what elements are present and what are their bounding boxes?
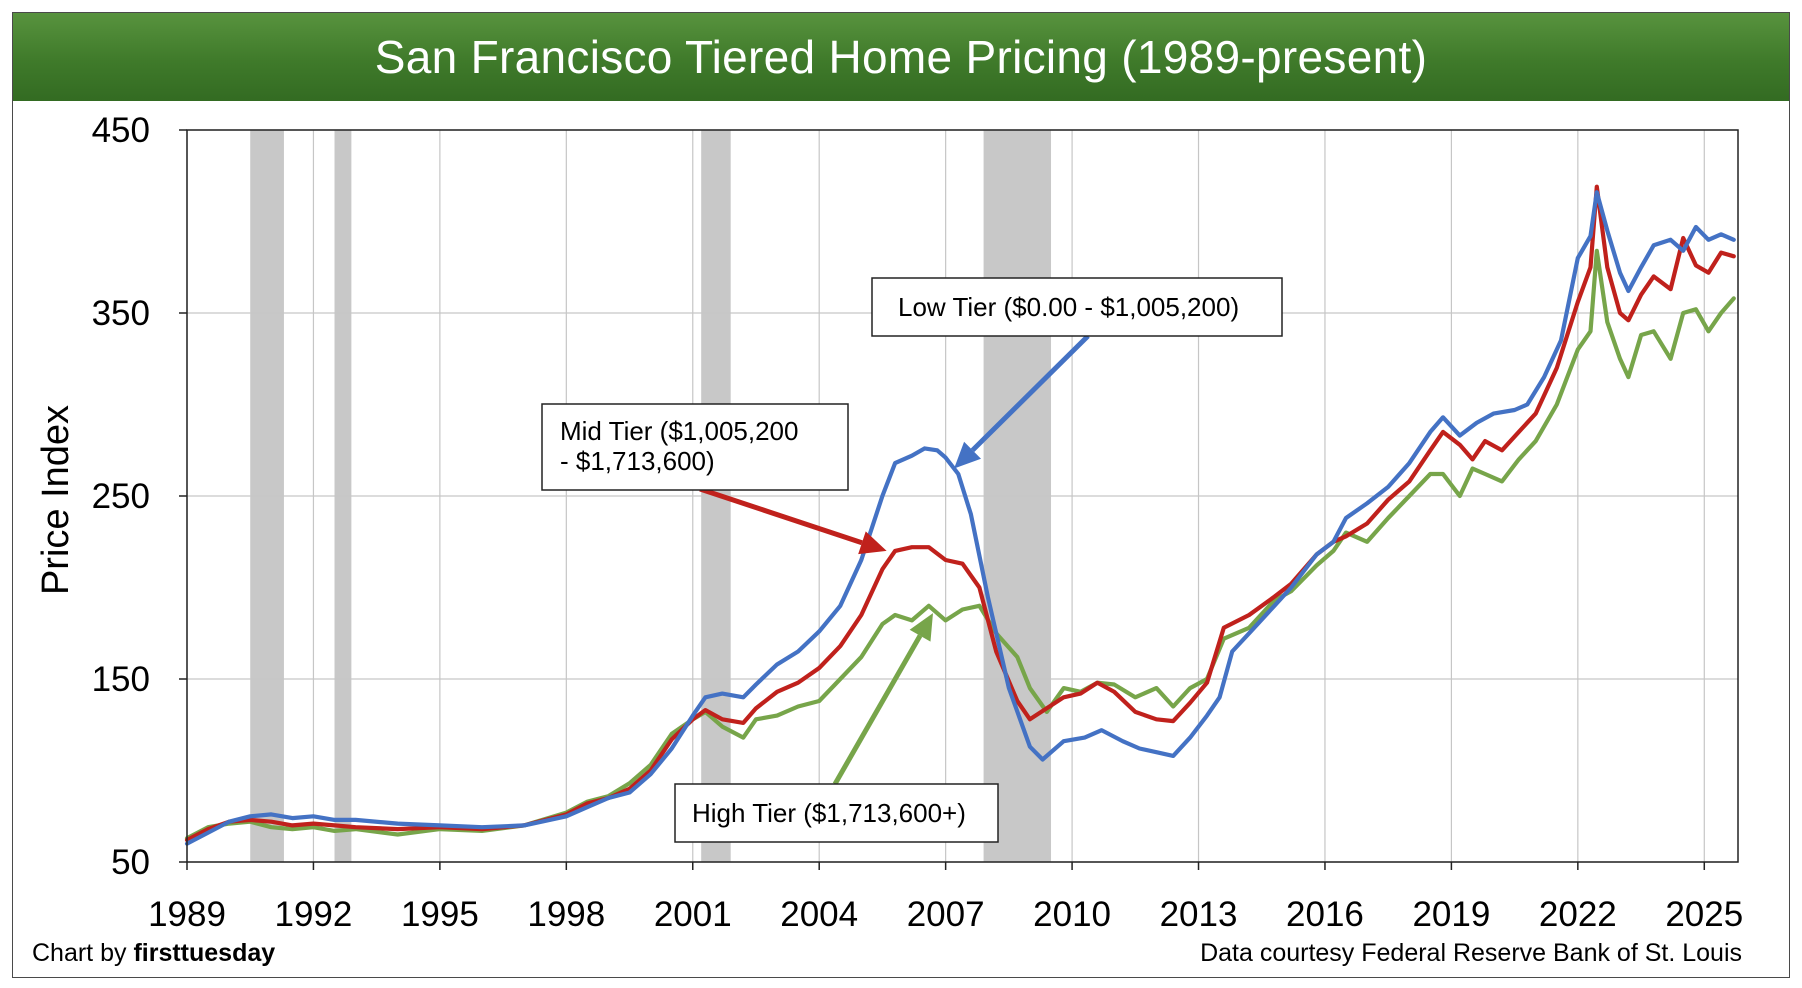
x-tick-label: 2019 — [1412, 895, 1490, 934]
chart-title: San Francisco Tiered Home Pricing (1989-… — [374, 31, 1428, 83]
axes — [179, 129, 1739, 870]
annotation-arrowhead — [858, 531, 887, 555]
annotation-arrow-shaft — [970, 334, 1090, 453]
x-tick-label: 2004 — [780, 895, 858, 934]
x-tick-label: 2016 — [1286, 895, 1364, 934]
series-lines — [184, 184, 1736, 846]
annotations: Low Tier ($0.00 - $1,005,200) Mid Tier ($… — [541, 277, 1283, 843]
x-tick-label: 2025 — [1665, 895, 1743, 934]
x-tick-label: 1992 — [275, 895, 353, 934]
annotation-text: - $1,713,600) — [560, 446, 715, 476]
x-tick-label: 2001 — [654, 895, 732, 934]
y-tick-label: 150 — [92, 660, 150, 699]
y-tick-label: 250 — [92, 477, 150, 516]
footer-credit: Chart by firsttuesday — [32, 939, 275, 968]
y-tick-label: 350 — [92, 294, 150, 333]
tick-labels: 1989 1992 1995 1998 2001 2004 2007 2010 2013 2016… — [92, 111, 1744, 934]
annotation-box — [541, 403, 849, 491]
annotation: High Tier ($1,713,600+) — [674, 613, 999, 843]
annotation-arrow-shaft — [832, 634, 923, 786]
y-tick-label: 50 — [111, 843, 150, 882]
footer-credit-prefix: Chart by — [32, 939, 134, 967]
footer-brand: firsttuesday — [133, 939, 276, 967]
y-tick-label: 450 — [92, 111, 150, 150]
y-axis-label: Price Index — [35, 405, 77, 595]
series-line — [184, 184, 1736, 843]
chart-frame — [12, 12, 1790, 978]
annotation-arrowhead — [909, 613, 933, 642]
title-bar: San Francisco Tiered Home Pricing (1989-… — [13, 13, 1789, 101]
x-tick-label: 2022 — [1539, 895, 1617, 934]
annotation-arrowhead — [954, 441, 981, 469]
annotation-arrow-shaft — [699, 486, 863, 546]
annotation: Low Tier ($0.00 - $1,005,200) — [871, 277, 1283, 469]
x-tick-label: 2013 — [1160, 895, 1238, 934]
annotation-text: High Tier ($1,713,600+) — [692, 798, 966, 828]
x-tick-label: 1995 — [401, 895, 479, 934]
x-tick-label: 2007 — [907, 895, 985, 934]
gridlines — [186, 129, 1738, 863]
x-tick-label: 2010 — [1033, 895, 1111, 934]
series-line — [184, 190, 1736, 846]
annotation: Mid Tier ($1,005,200- $1,713,600) — [541, 403, 887, 555]
annotation-text: Mid Tier ($1,005,200 — [560, 416, 798, 446]
footer-source: Data courtesy Federal Reserve Bank of St… — [1200, 939, 1742, 967]
series-line — [184, 248, 1736, 841]
x-tick-label: 1998 — [527, 895, 605, 934]
x-tick-label: 1989 — [148, 895, 226, 934]
annotation-box — [674, 783, 999, 843]
annotation-box — [871, 277, 1283, 337]
annotation-text: Low Tier ($0.00 - $1,005,200) — [898, 292, 1239, 322]
